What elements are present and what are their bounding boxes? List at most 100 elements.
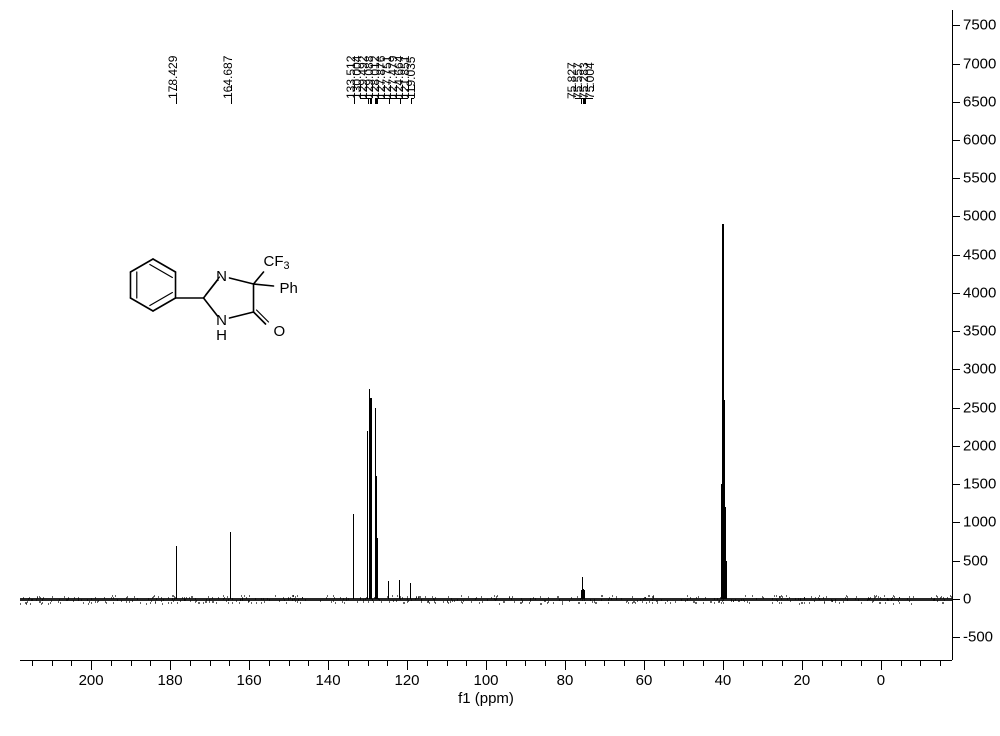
- x-tick-minor: [111, 660, 112, 666]
- y-tick-label: 7500: [963, 17, 996, 34]
- y-tick-label: 6000: [963, 132, 996, 149]
- x-axis-title: f1 (ppm): [458, 690, 514, 707]
- x-tick-minor: [920, 660, 921, 666]
- x-tick-label: 0: [877, 672, 885, 689]
- peak-label: 178.429: [166, 56, 180, 99]
- x-tick-minor: [427, 660, 428, 666]
- x-tick-minor: [32, 660, 33, 666]
- peak-label-tick: [176, 85, 177, 91]
- y-tick-label: -500: [963, 629, 993, 646]
- x-tick-minor: [525, 660, 526, 666]
- spectrum-peak: [410, 583, 411, 599]
- peak-connector-v: [176, 98, 177, 104]
- y-tick: [952, 408, 960, 409]
- y-tick: [952, 102, 960, 103]
- peak-connector-v: [389, 98, 390, 104]
- y-tick: [952, 484, 960, 485]
- y-tick: [952, 446, 960, 447]
- y-tick-label: 3000: [963, 361, 996, 378]
- svg-text:O: O: [274, 323, 286, 340]
- y-tick-label: 5500: [963, 170, 996, 187]
- y-tick: [952, 140, 960, 141]
- peak-label-tick: [414, 85, 415, 91]
- x-tick-label: 120: [395, 672, 420, 689]
- x-tick-label: 40: [715, 672, 732, 689]
- y-axis-right: [952, 10, 953, 660]
- y-tick-label: 0: [963, 590, 971, 607]
- x-tick-minor: [71, 660, 72, 666]
- x-tick-minor: [348, 660, 349, 666]
- x-tick-minor: [743, 660, 744, 666]
- spectrum-peak: [230, 532, 232, 599]
- y-tick: [952, 522, 960, 523]
- x-tick-minor: [466, 660, 467, 666]
- x-tick-label: 200: [79, 672, 104, 689]
- x-tick-minor: [52, 660, 53, 666]
- x-tick-major: [328, 660, 329, 670]
- x-tick-minor: [150, 660, 151, 666]
- x-tick-minor: [683, 660, 684, 666]
- peak-connector-v: [585, 98, 586, 104]
- x-tick-label: 100: [473, 672, 498, 689]
- peak-label-tick: [231, 85, 232, 91]
- x-tick-label: 140: [316, 672, 341, 689]
- y-tick: [952, 293, 960, 294]
- x-tick-minor: [822, 660, 823, 666]
- spectrum-peak: [388, 581, 389, 599]
- x-tick-minor: [289, 660, 290, 666]
- x-tick-minor: [703, 660, 704, 666]
- y-tick-label: 2000: [963, 437, 996, 454]
- spectrum-peak: [584, 590, 585, 598]
- peak-connector-v: [377, 98, 378, 104]
- spectrum-peak: [176, 546, 178, 599]
- x-tick-minor: [762, 660, 763, 666]
- y-tick: [952, 637, 960, 638]
- nmr-figure: NNHOCF3Ph 020406080100120140160180200f1 …: [0, 0, 1000, 736]
- x-tick-minor: [841, 660, 842, 666]
- y-tick-label: 5000: [963, 208, 996, 225]
- x-tick-major: [802, 660, 803, 670]
- x-tick-minor: [861, 660, 862, 666]
- spectrum-peak: [353, 514, 355, 599]
- svg-text:Ph: Ph: [280, 280, 298, 297]
- y-tick: [952, 331, 960, 332]
- peak-label: 119.035: [404, 57, 418, 100]
- x-tick-major: [249, 660, 250, 670]
- x-tick-major: [881, 660, 882, 670]
- x-tick-major: [565, 660, 566, 670]
- x-tick-minor: [782, 660, 783, 666]
- x-tick-minor: [229, 660, 230, 666]
- x-tick-label: 60: [636, 672, 653, 689]
- spectrum-peak: [726, 561, 727, 599]
- x-tick-minor: [506, 660, 507, 666]
- x-tick-minor: [664, 660, 665, 666]
- x-tick-label: 180: [158, 672, 183, 689]
- x-tick-minor: [901, 660, 902, 666]
- x-tick-major: [644, 660, 645, 670]
- x-tick-major: [170, 660, 171, 670]
- peak-label: 75.004: [583, 62, 597, 99]
- y-tick-label: 1000: [963, 514, 996, 531]
- x-tick-minor: [269, 660, 270, 666]
- peak-label: 164.687: [221, 56, 235, 99]
- y-tick: [952, 25, 960, 26]
- peak-label-tick: [593, 85, 594, 91]
- peak-connector-h: [585, 98, 593, 99]
- y-tick-label: 1500: [963, 476, 996, 493]
- x-tick-label: 20: [794, 672, 811, 689]
- svg-text:N: N: [216, 268, 227, 285]
- svg-text:H: H: [216, 327, 227, 344]
- spectrum-peak: [370, 398, 372, 598]
- y-tick-label: 4000: [963, 284, 996, 301]
- y-tick: [952, 561, 960, 562]
- x-tick-major: [486, 660, 487, 670]
- x-tick-major: [91, 660, 92, 670]
- molecule-structure: NNHOCF3Ph: [115, 210, 355, 380]
- x-tick-label: 80: [557, 672, 574, 689]
- x-tick-label: 160: [237, 672, 262, 689]
- x-tick-minor: [368, 660, 369, 666]
- x-tick-minor: [447, 660, 448, 666]
- spectrum-peak: [399, 580, 400, 598]
- y-tick: [952, 255, 960, 256]
- x-tick-minor: [190, 660, 191, 666]
